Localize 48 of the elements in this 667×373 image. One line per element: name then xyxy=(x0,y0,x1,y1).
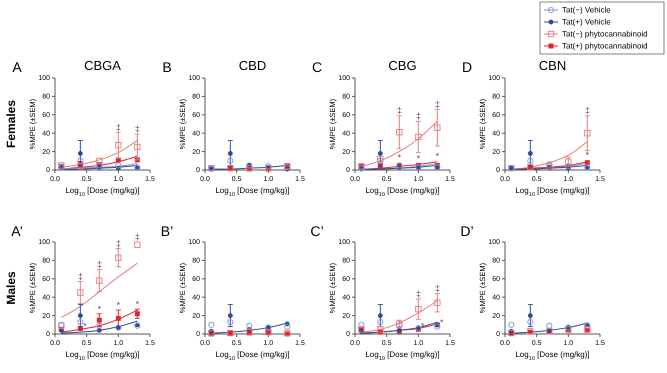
legend-label: Tat(+) Vehicle xyxy=(562,18,612,27)
chart-title: CBN xyxy=(538,58,566,73)
text: C’ xyxy=(310,223,324,239)
annotation: * xyxy=(440,318,444,328)
x-axis-title: Log$_{10}$ [Dose (mg/kg)] xyxy=(65,350,140,362)
annotation: ‡ xyxy=(434,284,440,294)
annotation: * xyxy=(116,300,121,310)
annotation: ‡ xyxy=(434,99,440,110)
chart-title: CBG xyxy=(388,58,417,73)
annotation: * xyxy=(136,299,140,310)
annotation: ‡ xyxy=(416,111,421,122)
legend-label: Tat(+) phytocannabinoid xyxy=(562,42,648,51)
chart-title: CBGA xyxy=(84,58,122,73)
annotation: * xyxy=(398,152,402,163)
annotation: * xyxy=(98,304,102,314)
annotation: ‡ xyxy=(78,272,83,282)
text: B’ xyxy=(160,223,174,239)
annotation: ‡ xyxy=(116,238,121,248)
x-axis-title: Log$_{10}$ [Dose (mg/kg)] xyxy=(215,186,290,198)
legend-label: Tat(−) phytocannabinoid xyxy=(562,30,648,39)
text: D xyxy=(462,59,472,75)
annotation: * xyxy=(83,321,88,332)
annotation: ‡ xyxy=(584,106,590,116)
annotation: * xyxy=(416,154,421,164)
annotation: ‡ xyxy=(96,260,102,270)
x-axis-title: Log$_{10}$ [Dose (mg/kg)] xyxy=(515,186,590,198)
legend-label: Tat(−) Vehicle xyxy=(562,6,612,15)
x-axis-title: Log$_{10}$ [Dose (mg/kg)] xyxy=(215,350,290,362)
annotation: ‡ xyxy=(416,289,421,300)
x-axis-title: Log$_{10}$ [Dose (mg/kg)] xyxy=(65,186,140,198)
annotation: * xyxy=(421,321,426,332)
x-axis-title: Log$_{10}$ [Dose (mg/kg)] xyxy=(515,350,590,362)
annotation: * xyxy=(436,150,440,161)
annotation: ‡ xyxy=(116,122,121,132)
text: Females xyxy=(4,100,18,148)
text: Males xyxy=(4,271,18,305)
annotation: ‡ xyxy=(134,124,140,134)
x-axis-title: Log$_{10}$ [Dose (mg/kg)] xyxy=(365,186,440,198)
chart-title: CBD xyxy=(238,58,266,73)
annotation: ‡ xyxy=(396,106,402,116)
text: A’ xyxy=(11,223,23,239)
annotation: ‡ xyxy=(134,232,140,242)
text: D’ xyxy=(460,223,474,239)
annotation: * xyxy=(586,150,590,160)
x-axis-title: Log$_{10}$ [Dose (mg/kg)] xyxy=(365,350,440,362)
text: A xyxy=(12,59,22,75)
text: B xyxy=(162,59,172,75)
text: C xyxy=(312,59,322,75)
